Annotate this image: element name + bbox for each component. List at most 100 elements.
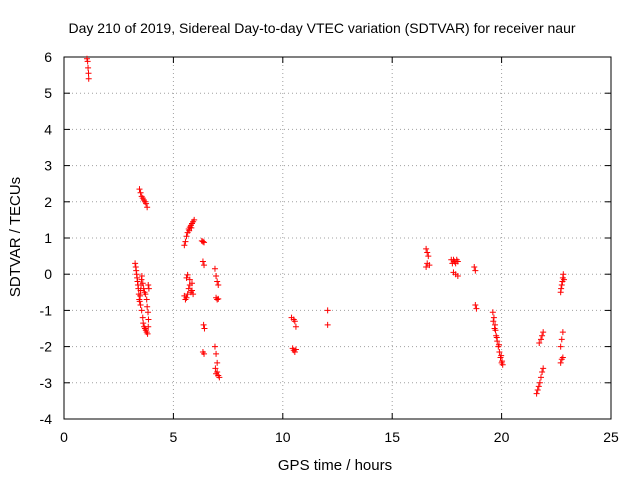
- data-point: [535, 383, 542, 390]
- data-point: [213, 273, 220, 280]
- data-point: [188, 224, 195, 231]
- y-tick-label: -1: [40, 302, 53, 318]
- data-point: [199, 258, 206, 265]
- data-point: [216, 374, 223, 381]
- data-point: [84, 58, 91, 65]
- data-point: [138, 307, 145, 314]
- data-point: [211, 265, 218, 272]
- y-tick-label: 3: [44, 158, 52, 174]
- x-tick-label: 10: [275, 429, 291, 445]
- data-point: [426, 262, 433, 269]
- data-point: [145, 285, 152, 292]
- data-point: [495, 341, 502, 348]
- y-tick-label: 2: [44, 194, 52, 210]
- data-point: [137, 301, 144, 308]
- data-point: [472, 267, 479, 274]
- data-point: [188, 280, 195, 287]
- data-point: [534, 387, 541, 394]
- data-point: [491, 325, 498, 332]
- data-point: [139, 280, 146, 287]
- data-point: [539, 332, 546, 339]
- data-point: [214, 278, 221, 285]
- data-point: [140, 320, 147, 327]
- x-tick-label: 0: [60, 429, 68, 445]
- data-point: [558, 336, 565, 343]
- y-tick-label: -4: [40, 411, 53, 427]
- data-point: [184, 291, 191, 298]
- y-tick-labels: -4 -3 -2 -1 0 1 2 3 4 5 6: [40, 49, 53, 427]
- data-point: [496, 349, 503, 356]
- x-tick-label: 15: [384, 429, 400, 445]
- data-point: [536, 339, 543, 346]
- data-point: [201, 350, 208, 357]
- y-tick-label: -3: [40, 375, 53, 391]
- data-point: [200, 321, 207, 328]
- data-point: [490, 314, 497, 321]
- data-point: [291, 349, 298, 356]
- data-point: [213, 350, 220, 357]
- data-point: [199, 238, 206, 245]
- data-point: [143, 296, 150, 303]
- data-point: [83, 55, 90, 62]
- data-point: [558, 285, 565, 292]
- data-point: [137, 287, 144, 294]
- data-point: [324, 321, 331, 328]
- data-point: [540, 329, 547, 336]
- data-point: [201, 325, 208, 332]
- data-point: [85, 70, 92, 77]
- grid: [64, 57, 611, 419]
- data-point: [143, 200, 150, 207]
- data-point: [138, 273, 145, 280]
- data-point: [215, 282, 222, 289]
- data-point: [145, 309, 152, 316]
- data-point: [201, 262, 208, 269]
- y-axis-label: SDTVAR / TECUs: [7, 177, 24, 297]
- data-point: [560, 271, 567, 278]
- data-point: [183, 233, 190, 240]
- data-point: [493, 334, 500, 341]
- data-point: [185, 285, 192, 292]
- y-tick-label: 0: [44, 266, 52, 282]
- data-point: [473, 305, 480, 312]
- data-point: [183, 294, 190, 301]
- data-point: [190, 291, 197, 298]
- data-point: [144, 204, 151, 211]
- y-tick-label: -2: [40, 339, 53, 355]
- y-tick-label: 6: [44, 49, 52, 65]
- y-tick-label: 1: [44, 230, 52, 246]
- data-point: [471, 263, 478, 270]
- y-tick-label: 5: [44, 85, 52, 101]
- data-point: [292, 323, 299, 330]
- data-point: [424, 249, 431, 256]
- data-point: [85, 64, 92, 71]
- data-point: [423, 263, 430, 270]
- data-point: [560, 276, 567, 283]
- data-point: [537, 336, 544, 343]
- data-point: [499, 358, 506, 365]
- data-point: [211, 343, 218, 350]
- data-point: [557, 359, 564, 366]
- data-point: [490, 318, 497, 325]
- data-point: [498, 352, 505, 359]
- data-point: [183, 274, 190, 281]
- data-point: [136, 298, 143, 305]
- data-point: [188, 287, 195, 294]
- data-point: [140, 285, 147, 292]
- x-tick-labels: 0 5 10 15 20 25: [60, 429, 619, 445]
- data-point: [141, 289, 148, 296]
- data-point: [472, 301, 479, 308]
- data-point: [136, 186, 143, 193]
- data-point: [182, 238, 189, 245]
- data-point: [537, 374, 544, 381]
- data-point: [423, 245, 430, 252]
- data-point: [191, 216, 198, 223]
- data-point: [540, 365, 547, 372]
- data-point: [559, 329, 566, 336]
- data-point: [539, 368, 546, 375]
- x-axis-label: GPS time / hours: [278, 457, 392, 474]
- data-point: [558, 282, 565, 289]
- x-tick-label: 20: [494, 429, 510, 445]
- data-point: [137, 292, 144, 299]
- data-point: [557, 343, 564, 350]
- data-point: [85, 75, 92, 82]
